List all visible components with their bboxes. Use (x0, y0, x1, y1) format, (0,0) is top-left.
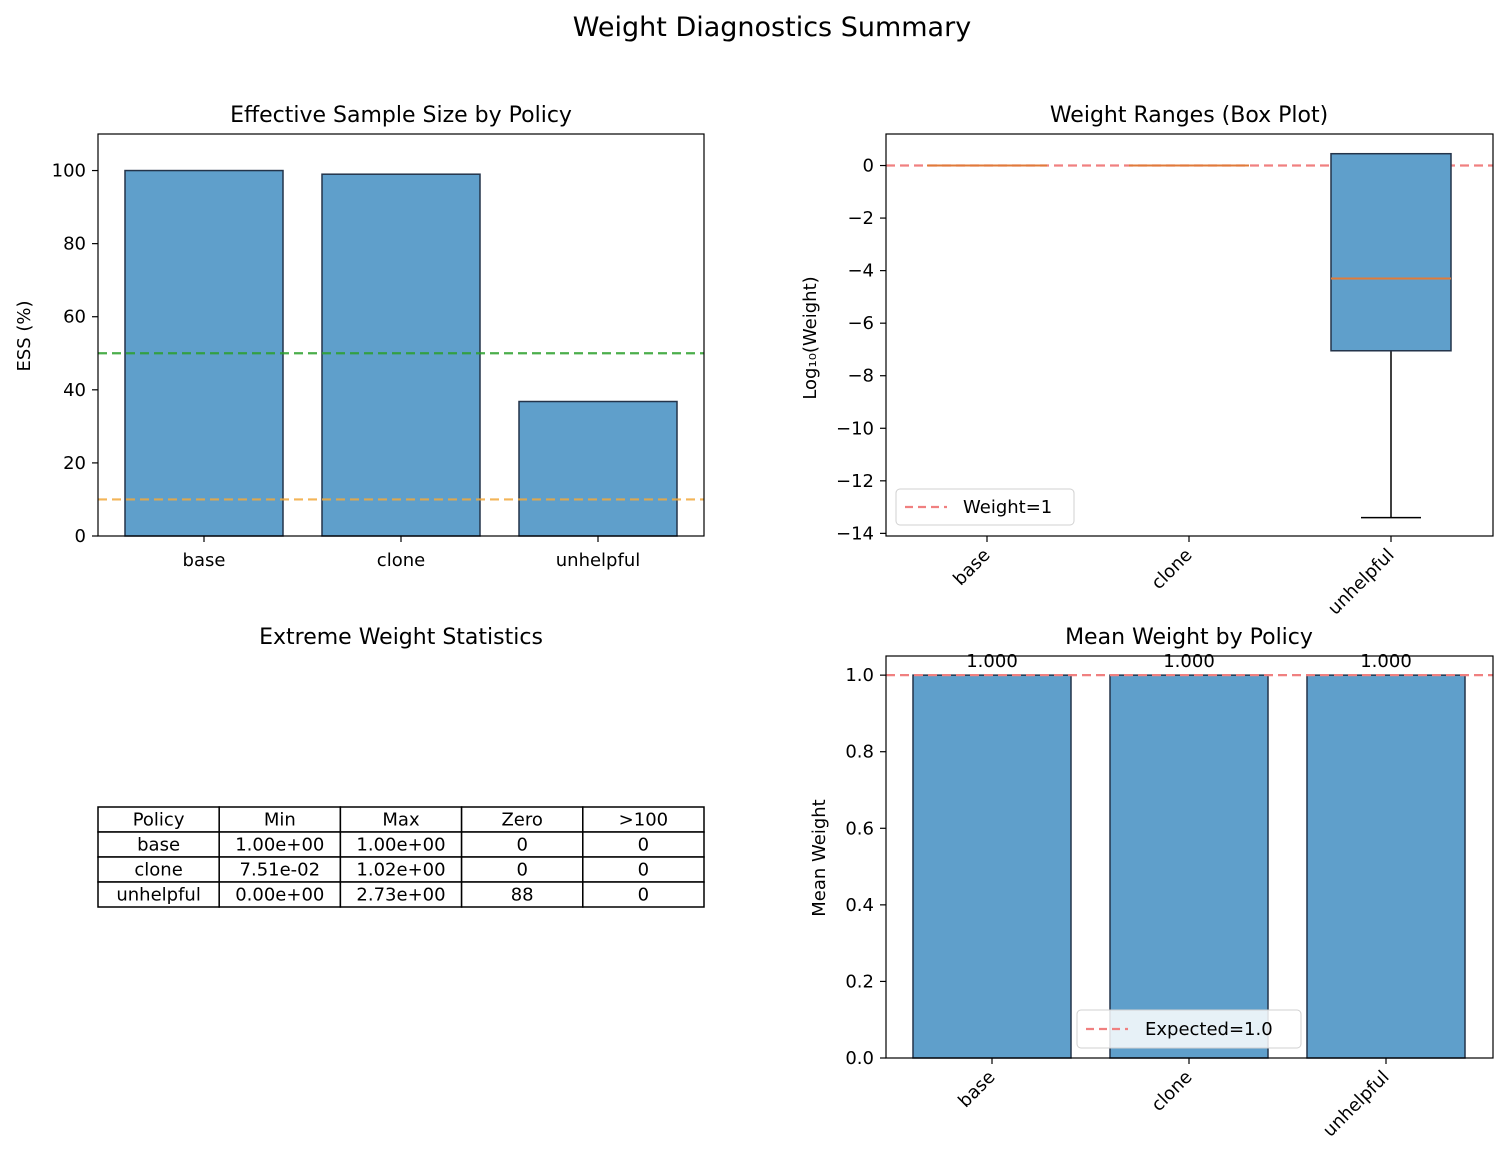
mean-y-tick-label: 0.8 (845, 742, 874, 763)
mean-weight-bar-chart: Mean Weight by Policy Mean Weight 1.000 b… (809, 625, 1494, 1142)
mean-bar-clone (1109, 674, 1269, 1059)
ess-y-tick-label: 0 (75, 526, 86, 547)
table-cell (97, 856, 220, 883)
table-cell (582, 856, 705, 883)
ess-x-tick-label: clone (377, 550, 425, 571)
box-x-tick-label: clone (1147, 545, 1196, 594)
box-chart-title: Weight Ranges (Box Plot) (1050, 103, 1328, 128)
box-y-axis-label: Log₁₀(Weight) (800, 276, 821, 399)
table-header-text: Min (264, 810, 296, 831)
box-legend: Weight=1 (895, 488, 1075, 526)
table-cell-text: 0.00e+00 (235, 885, 324, 906)
mean-data-label: 1.000 (1360, 651, 1412, 672)
table-cell (97, 831, 220, 858)
ess-x-tick-label: unhelpful (556, 550, 640, 571)
table-header-cell (460, 806, 584, 833)
table-header-text: >100 (619, 810, 668, 831)
table-header-text: Zero (501, 810, 542, 831)
mean-y-tick-label: 0.4 (845, 895, 874, 916)
box-y-tick-label: 0 (863, 156, 874, 177)
table-cell-text: 0 (638, 885, 649, 906)
table-cell-text: 7.51e-02 (240, 860, 321, 881)
ess-bar-clone (321, 173, 481, 537)
table-cell (460, 831, 584, 858)
box-unhelpful (1330, 152, 1452, 352)
table-header-cell (582, 806, 705, 833)
table-cell-text: 88 (511, 885, 534, 906)
table-cell-text: 0 (516, 835, 527, 856)
box-legend-label: Weight=1 (963, 497, 1052, 518)
table-cell-text: unhelpful (116, 885, 200, 906)
mean-y-tick-label: 1.0 (845, 665, 874, 686)
mean-x-tick-label: base (954, 1067, 999, 1112)
mean-x-tick-label: clone (1147, 1067, 1196, 1116)
mean-data-label: 1.000 (966, 651, 1018, 672)
mean-legend-label: Expected=1.0 (1145, 1019, 1273, 1040)
mean-y-tick-label: 0.2 (845, 971, 874, 992)
mean-legend-frame (1076, 1009, 1302, 1049)
ess-chart-title: Effective Sample Size by Policy (230, 103, 572, 128)
mean-plot-frame (885, 655, 1494, 1059)
box-x-tick-label: base (949, 545, 994, 590)
box-y-tick-label: −8 (847, 366, 874, 387)
table-cell-text: 2.73e+00 (356, 885, 445, 906)
box-legend-frame (895, 488, 1075, 526)
table-cell-text: clone (134, 860, 182, 881)
table-cell (339, 881, 463, 908)
table-header-text: Max (382, 810, 420, 831)
ess-x-tick-label: base (183, 550, 226, 571)
ess-y-tick-label: 20 (63, 453, 86, 474)
figure-title: Weight Diagnostics Summary (573, 12, 971, 43)
table-cell-text: 0 (638, 835, 649, 856)
table-cell-text: 0 (516, 860, 527, 881)
weight-range-box-plot: Weight Ranges (Box Plot) Log₁₀(Weight) b… (800, 103, 1494, 620)
ess-y-tick-label: 40 (63, 380, 86, 401)
table-cell (460, 856, 584, 883)
ess-bar-chart: Effective Sample Size by Policy ESS (%) … (14, 103, 705, 571)
box-y-tick-label: −10 (836, 418, 874, 439)
table-cell-text: 1.00e+00 (356, 835, 445, 856)
mean-bar-base (912, 674, 1072, 1059)
ess-bar-unhelpful (518, 400, 678, 537)
ess-y-axis-label: ESS (%) (14, 300, 35, 371)
table-cell (582, 881, 705, 908)
box-y-tick-label: −6 (847, 313, 874, 334)
table-cell-text: 0 (638, 860, 649, 881)
box-x-tick-label: unhelpful (1324, 545, 1399, 620)
table-cell (460, 881, 584, 908)
box-y-tick-label: −2 (847, 208, 874, 229)
table-cell-text: 1.00e+00 (235, 835, 324, 856)
mean-y-tick-label: 0.6 (845, 818, 874, 839)
table-cell-text: base (137, 835, 180, 856)
table-cell (582, 831, 705, 858)
ess-y-tick-label: 100 (52, 161, 86, 182)
ess-y-tick-label: 60 (63, 307, 86, 328)
mean-legend: Expected=1.0 (1076, 1009, 1302, 1049)
extreme-weight-table: Extreme Weight Statistics Policy Min Max Ze… (97, 625, 705, 908)
box-y-tick-label: −4 (847, 261, 874, 282)
ess-y-tick-label: 80 (63, 234, 86, 255)
mean-chart-title: Mean Weight by Policy (1065, 625, 1313, 650)
box-y-tick-label: −12 (836, 471, 874, 492)
ess-plot-frame (97, 133, 705, 537)
mean-y-axis-label: Mean Weight (809, 799, 830, 916)
box-plot-frame (885, 133, 1494, 537)
table-cell (97, 881, 220, 908)
table-cell-text: 1.02e+00 (356, 860, 445, 881)
mean-y-tick-label: 0.0 (845, 1048, 874, 1069)
table-header-text: Policy (133, 810, 185, 831)
table-title: Extreme Weight Statistics (259, 625, 543, 650)
table-header-cell (218, 806, 342, 833)
mean-data-label: 1.000 (1163, 651, 1215, 672)
mean-x-tick-label: unhelpful (1319, 1067, 1394, 1142)
box-y-tick-label: −14 (836, 523, 874, 544)
mean-bar-unhelpful (1306, 674, 1466, 1059)
